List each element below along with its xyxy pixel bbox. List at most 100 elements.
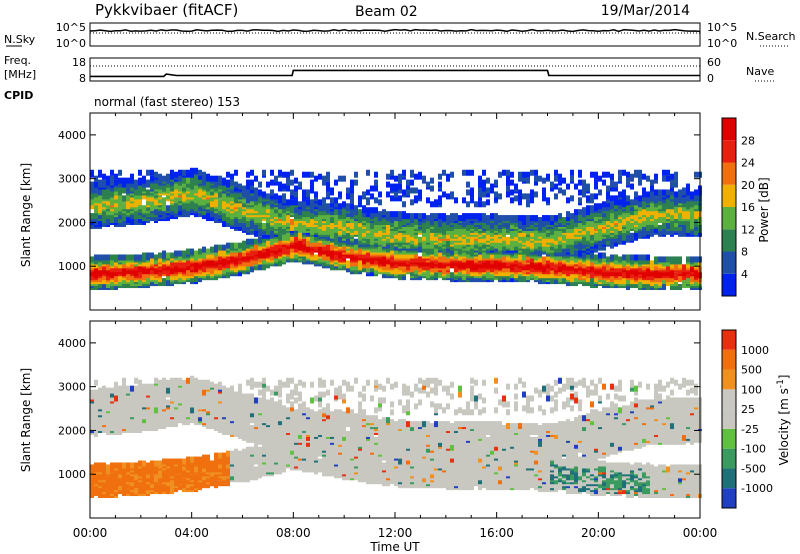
velocity-cell <box>90 470 94 477</box>
power-cell <box>230 173 234 180</box>
power-cell <box>654 270 658 277</box>
power-cell <box>118 177 122 184</box>
power-cell <box>570 274 574 281</box>
power-cell <box>526 254 530 261</box>
power-cell <box>530 215 534 222</box>
power-cell <box>262 240 266 247</box>
power-cell <box>630 209 634 216</box>
velocity-cell <box>94 462 98 469</box>
power-cell <box>666 264 670 271</box>
power-cell <box>102 258 106 265</box>
power-cell <box>222 268 226 275</box>
nsky-label: N.Sky <box>4 33 36 46</box>
power-cell <box>670 219 674 226</box>
power-cell <box>298 238 302 245</box>
power-cell <box>350 193 354 200</box>
power-cell <box>462 220 466 227</box>
power-cell <box>294 177 298 184</box>
power-cell <box>490 213 494 220</box>
power-cell <box>494 195 498 202</box>
power-cell <box>182 201 186 208</box>
power-cell <box>642 228 646 235</box>
power-cell <box>234 197 238 204</box>
power-cell <box>638 230 642 237</box>
power-cell <box>542 226 546 233</box>
power-cell <box>470 276 474 283</box>
power-cell <box>490 266 494 273</box>
power-cell <box>298 201 302 208</box>
power-cell <box>346 193 350 200</box>
power-cell <box>454 248 458 255</box>
power-cell <box>134 183 138 190</box>
power-cell <box>670 193 674 200</box>
nsky-tick-top: 10^5 <box>56 21 86 34</box>
power-cell <box>690 274 694 281</box>
power-cell <box>118 197 122 204</box>
velocity-cell <box>94 428 98 435</box>
power-cell <box>602 252 606 259</box>
power-cell <box>618 191 622 198</box>
noise-panel-frame <box>89 22 701 47</box>
power-cell <box>694 268 698 275</box>
power-cell <box>650 226 654 233</box>
power-cell <box>250 238 254 245</box>
power-cell <box>674 284 678 291</box>
power-cell <box>318 240 322 247</box>
power-cell <box>270 193 274 200</box>
power-cell <box>614 209 618 216</box>
power-cell <box>278 195 282 202</box>
power-cell <box>318 199 322 206</box>
power-cell <box>406 183 410 190</box>
power-cell <box>410 179 414 186</box>
power-cell <box>506 179 510 186</box>
power-cell <box>210 201 214 208</box>
power-cell <box>386 242 390 249</box>
power-cell <box>390 173 394 180</box>
power-cell <box>166 264 170 271</box>
power-cell <box>586 220 590 227</box>
power-cell <box>246 183 250 190</box>
power-cell <box>554 215 558 222</box>
power-cell <box>386 219 390 226</box>
power-cell <box>342 207 346 214</box>
power-cell <box>162 250 166 257</box>
power-cell <box>534 248 538 255</box>
power-cell <box>150 201 154 208</box>
power-cell <box>206 215 210 222</box>
power-cell <box>410 224 414 231</box>
power-cell <box>254 224 258 231</box>
power-cell <box>518 171 522 178</box>
power-cell <box>270 213 274 220</box>
power-cell <box>450 191 454 198</box>
power-cell <box>630 232 634 239</box>
power-cell <box>522 230 526 237</box>
power-cell <box>666 189 670 196</box>
power-cell <box>674 280 678 287</box>
power-cell <box>506 236 510 243</box>
power-cell <box>114 201 118 208</box>
power-colorbar-segment <box>722 229 736 252</box>
power-cell <box>326 258 330 265</box>
power-cell <box>250 187 254 194</box>
power-cell <box>110 199 114 206</box>
power-cell <box>638 272 642 279</box>
power-cell <box>418 236 422 243</box>
power-cell <box>486 215 490 222</box>
power-cell <box>326 248 330 255</box>
power-cell <box>106 274 110 281</box>
power-cell <box>386 181 390 188</box>
power-cell <box>398 260 402 267</box>
power-cell <box>294 185 298 192</box>
power-cell <box>414 213 418 220</box>
power-cell <box>654 264 658 271</box>
power-cell <box>314 175 318 182</box>
power-cell <box>466 222 470 229</box>
freq-unit-label: [MHz] <box>4 68 36 81</box>
power-cell <box>298 248 302 255</box>
power-cell <box>546 197 550 204</box>
power-cell <box>370 207 374 214</box>
power-cell <box>242 240 246 247</box>
power-cell <box>642 199 646 206</box>
power-cell <box>546 173 550 180</box>
